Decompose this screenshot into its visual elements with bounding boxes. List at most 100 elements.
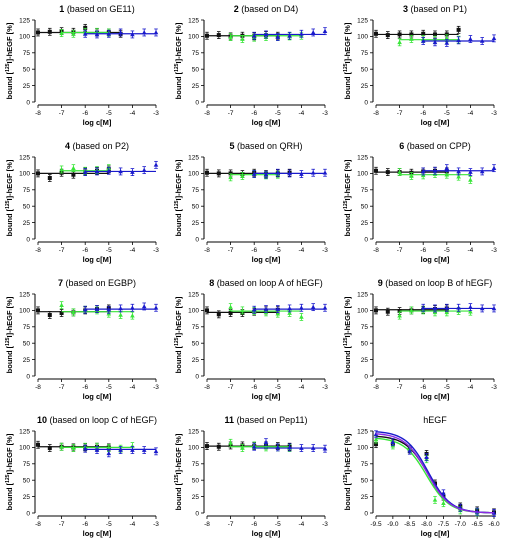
- data-point: [397, 313, 402, 318]
- data-point: [390, 439, 396, 444]
- data-point: [420, 169, 426, 174]
- data-point: [251, 307, 257, 312]
- data-point: [444, 309, 450, 315]
- y-axis-label: bound [125I]-hEGF [%]: [174, 159, 183, 236]
- x-tick-label: -4: [299, 521, 305, 528]
- y-tick-label: 75: [23, 50, 31, 57]
- chart-title-number: 3: [403, 4, 408, 14]
- y-axis-label: bound [125I]-hEGF [%]: [174, 22, 183, 99]
- series-black: [374, 435, 496, 517]
- data-point: [59, 444, 64, 449]
- chart-panel-9: 9 (based on loop B of hEGF) 0 25 50 75 100 125…: [338, 274, 507, 411]
- y-tick-label: 25: [361, 83, 369, 90]
- data-point: [59, 302, 64, 307]
- data-point: [118, 30, 123, 35]
- chart-title-text: hEGF: [423, 415, 447, 425]
- data-point: [71, 445, 76, 450]
- x-tick-label: -5: [106, 521, 112, 528]
- data-point: [432, 306, 438, 311]
- data-point: [456, 37, 461, 43]
- y-axis-label: bound [125I]-hEGF [%]: [343, 296, 352, 373]
- data-point: [36, 30, 40, 35]
- data-point: [36, 171, 40, 176]
- y-tick-label: 25: [192, 494, 200, 501]
- data-point: [444, 32, 449, 37]
- data-point: [397, 169, 402, 174]
- data-point: [59, 30, 64, 35]
- y-tick-label: 50: [23, 341, 31, 348]
- chart-panel-6: 6 (based on CPP) 0 25 50 75 100 125 -8 -7 -6 -5 -4 -…: [338, 137, 507, 274]
- x-tick-label: -6: [420, 110, 426, 117]
- data-point: [71, 165, 76, 170]
- x-tick-label: -4: [299, 384, 305, 391]
- x-tick-label: -3: [322, 384, 328, 391]
- chart-title: 5 (based on QRH): [229, 141, 302, 151]
- data-point: [141, 30, 147, 35]
- y-tick-label: 25: [361, 357, 369, 364]
- data-point: [59, 167, 64, 172]
- series-blue: [251, 27, 328, 41]
- series-green: [228, 438, 292, 452]
- data-point: [287, 310, 292, 315]
- chart-svg: 9 (based on loop B of hEGF) 0 25 50 75 100 125…: [343, 278, 497, 401]
- chart-title-number: 6: [399, 141, 404, 151]
- data-point: [407, 448, 413, 453]
- data-point: [441, 500, 446, 505]
- series-black: [374, 25, 461, 39]
- data-point: [491, 35, 497, 41]
- chart-svg: 3 (based on P1) 0 25 50 75 100 125 -8 -7 -6 -5 -4 -3…: [343, 4, 497, 127]
- chart-title-text: (based on QRH): [234, 141, 302, 151]
- x-tick-label: -7: [228, 384, 234, 391]
- series-green: [397, 34, 461, 47]
- data-point: [94, 32, 100, 37]
- chart-title-number: 4: [65, 141, 70, 151]
- chart-svg: 1 (based on GE11) 0 25 50 75 100 125 -8 -7 -6 -5 -4…: [5, 4, 159, 127]
- chart-title-text: (based on D4): [239, 4, 299, 14]
- data-point: [118, 169, 123, 174]
- data-point: [130, 32, 135, 37]
- chart-title-text: (based on P1): [408, 4, 467, 14]
- chart-title: 7 (based on EGBP): [58, 278, 136, 288]
- data-point: [205, 308, 209, 313]
- series-blue: [82, 28, 159, 39]
- x-tick-label: -4: [130, 247, 136, 254]
- data-point: [94, 447, 100, 452]
- x-tick-label: -7: [397, 384, 403, 391]
- chart-svg: hEGF 0 25 50 75 100 125 -9.5 -9.0 -8.5 -8.0 -7.5 -7.…: [343, 415, 500, 538]
- x-tick-label: -6: [420, 247, 426, 254]
- data-point: [479, 306, 485, 311]
- y-tick-label: 75: [192, 187, 200, 194]
- x-tick-label: -5: [106, 384, 112, 391]
- y-tick-label: 25: [23, 220, 31, 227]
- y-tick-label: 100: [357, 34, 368, 41]
- data-point: [216, 171, 221, 176]
- x-tick-label: -7: [228, 247, 234, 254]
- x-tick-label: -7.0: [455, 521, 467, 528]
- y-tick-label: 75: [361, 187, 369, 194]
- chart-panel-10: 10 (based on loop C of hEGF) 0 25 50 75 100 12…: [0, 411, 169, 548]
- data-point: [299, 31, 304, 36]
- y-tick-label: 75: [192, 50, 200, 57]
- data-point: [263, 439, 269, 444]
- data-point: [322, 305, 328, 310]
- y-tick-label: 25: [23, 494, 31, 501]
- y-tick-label: 100: [357, 308, 368, 315]
- data-point: [130, 313, 135, 318]
- chart-title: 2 (based on D4): [234, 4, 299, 14]
- chart-panel-4: 4 (based on P2) 0 25 50 75 100 125 -8 -7 -6 -5 -4 -3…: [0, 137, 169, 274]
- y-tick-label: 0: [195, 99, 199, 106]
- x-tick-label: -6: [251, 247, 257, 254]
- y-tick-label: 50: [361, 67, 369, 74]
- data-point: [409, 32, 414, 37]
- data-point: [216, 312, 221, 317]
- y-tick-label: 0: [364, 99, 368, 106]
- data-point: [491, 165, 497, 170]
- data-point: [444, 40, 450, 45]
- y-axis-label: bound [125I]-hEGF [%]: [174, 433, 183, 510]
- data-point: [287, 306, 292, 311]
- data-point: [385, 170, 390, 175]
- series-green: [373, 435, 495, 517]
- data-point: [432, 39, 438, 45]
- data-point: [205, 170, 209, 175]
- data-point: [263, 32, 269, 37]
